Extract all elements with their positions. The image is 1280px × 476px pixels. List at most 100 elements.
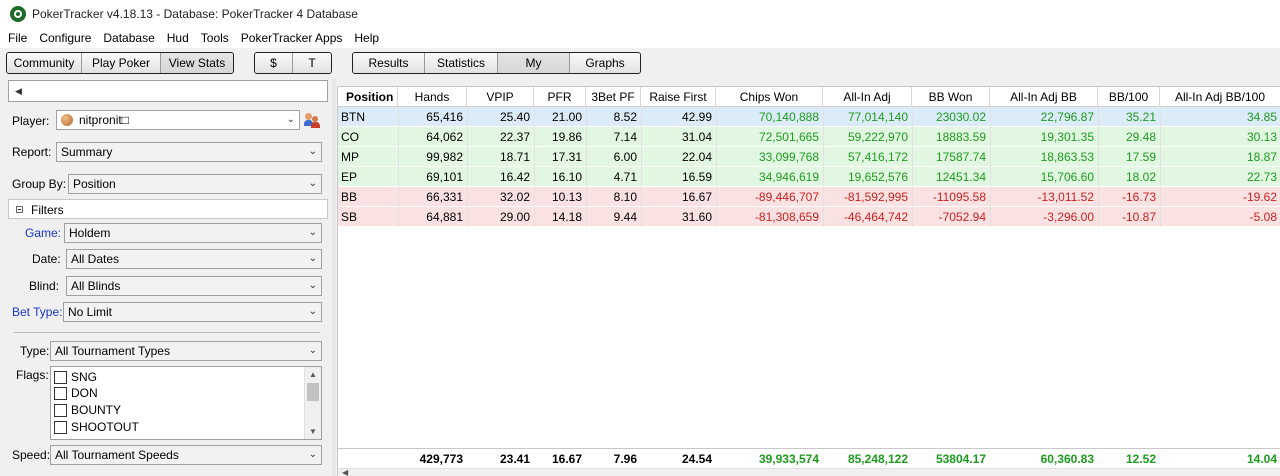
date-select[interactable]: All Dates ⌄ [66,249,322,269]
window-title: PokerTracker v4.18.13 - Database: PokerT… [32,7,358,21]
player-avatar-icon [61,114,73,126]
chevron-down-icon: ⌄ [308,449,317,460]
stats-tabs-group: Results Statistics My Reports Graphs [352,52,641,74]
cell-raise-first: 31.60 [681,210,712,224]
column-header-3bet-pf[interactable]: 3Bet PF [586,87,641,107]
scroll-up-icon[interactable]: ▲ [309,370,317,379]
cell-bb-100: 35.21 [1125,110,1156,124]
chevron-down-icon: ⌄ [308,345,317,356]
menu-pokertracker-apps[interactable]: PokerTracker Apps [240,31,343,45]
scroll-down-icon[interactable]: ▼ [309,427,317,436]
bettype-select[interactable]: No Limit ⌄ [63,302,322,322]
column-divider [586,107,587,227]
play-poker-button[interactable]: Play Poker [82,53,161,73]
column-header-raise-first[interactable]: Raise First [641,87,716,107]
checkbox[interactable] [54,370,67,384]
menu-help[interactable]: Help [354,31,380,45]
game-label[interactable]: Game: [25,226,62,240]
blind-select[interactable]: All Blinds ⌄ [66,276,322,296]
cell-hands: 64,062 [426,130,463,144]
column-header-all-in-adj-bb[interactable]: All-In Adj BB [990,87,1098,107]
table-row[interactable]: CO 64,062 22.37 19.86 7.14 31.04 72,501,665 59,… [338,127,1280,147]
game-select[interactable]: Holdem ⌄ [64,223,322,243]
player-select[interactable]: nitpronit□ ⌄ [56,110,300,130]
cell-chips-won: 70,140,888 [758,110,819,124]
checkbox[interactable] [54,403,67,417]
table-row[interactable]: MP 99,982 18.71 17.31 6.00 22.04 33,099,768 57,… [338,147,1280,167]
checkbox[interactable] [54,386,67,400]
groupby-select[interactable]: Position ⌄ [68,174,322,194]
flag-sng[interactable]: SNG [54,369,97,385]
community-button[interactable]: Community [7,53,82,73]
cell-bb-won: -7052.94 [938,210,986,224]
table-row[interactable]: BB 66,331 32.02 10.13 8.10 16.67 -89,446,707 -8… [338,187,1280,207]
tournaments-button[interactable]: T [293,53,331,73]
main-nav-group: Community Play Poker View Stats [6,52,234,74]
cell-hands: 99,982 [426,150,463,164]
tab-graphs[interactable]: Graphs [570,53,640,73]
panel-splitter[interactable] [332,78,336,476]
menu-database[interactable]: Database [103,31,155,45]
cell-vpip: 29.00 [499,210,530,224]
report-select[interactable]: Summary ⌄ [56,142,322,162]
cell-bb-won: -11095.58 [932,190,986,204]
filters-header[interactable]: Filters [8,199,328,219]
cell-3bet-pf: 8.10 [613,190,637,204]
menu-tools[interactable]: Tools [200,31,229,45]
select-players-icon[interactable] [304,112,320,128]
column-divider [990,107,991,227]
menu-hud[interactable]: Hud [166,31,189,45]
table-row[interactable]: BTN 65,416 25.40 21.00 8.52 42.99 70,140,888 77… [338,107,1280,127]
table-row[interactable]: SB 64,881 29.00 14.18 9.44 31.60 -81,308,659 -4… [338,207,1280,227]
column-header-all-in-adj-bb-100[interactable]: All-In Adj BB/100 [1160,87,1280,107]
cash-games-button[interactable]: $ [255,53,293,73]
cell-all-in-adj: 19,652,576 [847,170,908,184]
checkbox[interactable] [54,420,67,434]
groupby-label: Group By: [12,177,67,191]
column-header-bb-won[interactable]: BB Won [912,87,990,107]
tournament-type-select[interactable]: All Tournament Types ⌄ [50,341,322,361]
total-bb-won: 53804.17 [935,452,986,466]
cell-raise-first: 42.99 [681,110,712,124]
cell-all-in-adj-bb-100: 18.87 [1246,150,1277,164]
horizontal-scrollbar[interactable]: ◀ [338,468,1280,476]
cell-pfr: 19.86 [551,130,582,144]
scroll-left-icon[interactable]: ◀ [342,468,349,476]
speed-select[interactable]: All Tournament Speeds ⌄ [50,445,322,465]
column-header-bb-100[interactable]: BB/100 [1098,87,1160,107]
scroll-thumb[interactable] [307,383,319,401]
column-header-position[interactable]: Position ▾ [338,87,398,124]
table-row[interactable]: EP 69,101 16.42 16.10 4.71 16.59 34,946,619 19,… [338,167,1280,187]
totals-row: 429,773 23.41 16.67 7.96 24.54 39,933,574 85,2… [338,448,1280,468]
total-chips-won: 39,933,574 [758,452,819,466]
column-header-all-in-adj[interactable]: All-In Adj [823,87,912,107]
cell-all-in-adj: 57,416,172 [847,150,908,164]
cell-bb-won: 12451.34 [935,170,986,184]
column-header-vpip[interactable]: VPIP [467,87,534,107]
cell-position: BB [341,190,358,204]
cell-bb-won: 23030.02 [935,110,986,124]
column-header-pfr[interactable]: PFR [534,87,586,107]
cell-bb-100: 18.02 [1125,170,1156,184]
bettype-label[interactable]: Bet Type: [12,305,63,319]
menu-file[interactable]: File [8,31,28,45]
view-stats-button[interactable]: View Stats [161,53,233,73]
cell-3bet-pf: 8.52 [613,110,637,124]
tab-results[interactable]: Results [353,53,425,73]
quick-filter-input[interactable]: ◀ [8,80,328,102]
tab-statistics[interactable]: Statistics [425,53,498,73]
cell-bb-100: -10.87 [1121,210,1156,224]
column-divider [912,107,913,227]
menu-bar: File Configure Database Hud Tools PokerT… [0,28,1280,48]
flags-scrollbar[interactable]: ▲ ▼ [304,367,321,439]
cell-vpip: 18.71 [499,150,530,164]
column-header-hands[interactable]: Hands [398,87,467,107]
tab-my-reports[interactable]: My Reports [498,53,570,73]
column-header-chips-won[interactable]: Chips Won [716,87,823,107]
total-all-in-adj-bb: 60,360.83 [1040,452,1094,466]
flag-bounty[interactable]: BOUNTY [54,402,121,418]
flag-don[interactable]: DON [54,385,98,401]
menu-configure[interactable]: Configure [39,31,92,45]
flag-shootout[interactable]: SHOOTOUT [54,419,139,435]
